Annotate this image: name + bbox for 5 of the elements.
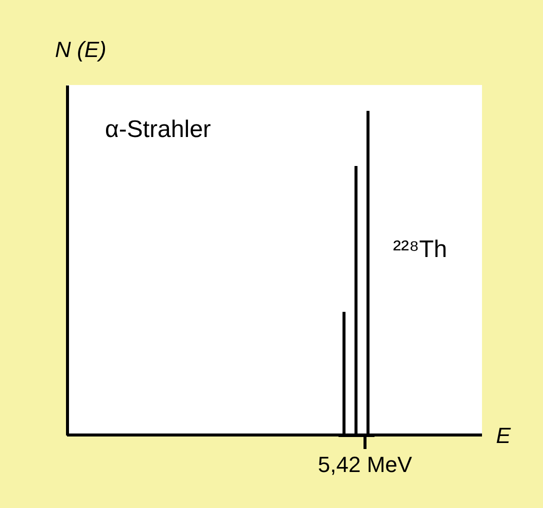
- text: α-Strahler: [105, 116, 211, 143]
- text: E: [496, 423, 511, 448]
- text: 5,42 MeV: [318, 452, 412, 477]
- text: N (E): [55, 37, 106, 62]
- text: ²²⁸Th: [393, 236, 448, 263]
